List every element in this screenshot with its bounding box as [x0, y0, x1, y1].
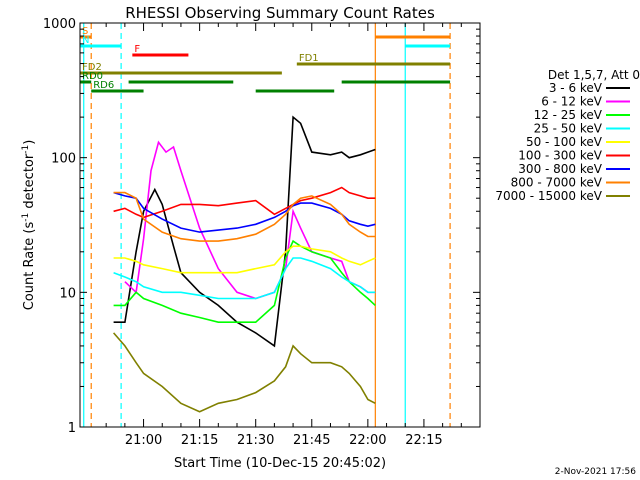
x-tick-label-3: 21:45 — [293, 433, 330, 448]
x-tick-label-4: 22:00 — [349, 433, 386, 448]
y-tick-label-0: 1 — [68, 421, 76, 436]
legend-label-8: 7000 - 15000 keV — [495, 189, 602, 203]
series-line-8 — [112, 332, 376, 413]
legend-label-7: 800 - 7000 keV — [511, 176, 603, 190]
series-line-2 — [113, 239, 376, 324]
y-tick-label-1: 10 — [59, 286, 76, 301]
y-axis-label-mid: detector — [22, 153, 37, 213]
series-line-7 — [113, 191, 376, 242]
legend-label-3: 25 - 50 keV — [534, 122, 603, 136]
x-tick-label-2: 21:30 — [237, 433, 274, 448]
flag-label-s: S — [82, 26, 88, 37]
y-tick-label-3: 1000 — [43, 17, 76, 32]
plot-frame — [79, 22, 481, 428]
series-line-0 — [113, 115, 376, 348]
flag-label-fd2: FD2 — [82, 62, 102, 73]
legend-label-6: 300 - 800 keV — [518, 162, 602, 176]
series-line-1 — [124, 140, 376, 300]
y-axis-label: Count Rate (s-1 detector-1) — [21, 140, 37, 311]
y-axis-label-end: ) — [22, 140, 37, 145]
x-tick-label-0: 21:00 — [125, 433, 162, 448]
x-axis: 21:00 21:15 21:30 21:45 22:00 22:15 — [105, 23, 462, 448]
y-tick-label-2: 100 — [51, 152, 76, 167]
flag-label-f: F — [134, 44, 140, 55]
series-line-4 — [113, 245, 376, 274]
series-line-5 — [113, 186, 376, 219]
x-axis-label: Start Time (10-Dec-15 20:45:02) — [174, 456, 386, 471]
footer-timestamp: 2-Nov-2021 17:56 — [555, 467, 637, 477]
legend-label-0: 3 - 6 keV — [549, 81, 603, 95]
flag-label-rd0: RD0 — [82, 71, 103, 82]
legend-label-4: 50 - 100 keV — [526, 135, 603, 149]
flag-label-fd1: FD1 — [299, 53, 319, 64]
flag-label-n: N — [82, 35, 89, 46]
series-lines — [112, 115, 376, 413]
x-tick-label-1: 21:15 — [181, 433, 218, 448]
y-axis-label-main: Count Rate (s — [22, 222, 37, 311]
y-axis: 1 10 100 1000 — [43, 17, 480, 436]
y-axis-label-sup1: -1 — [21, 213, 31, 222]
legend-label-2: 12 - 25 keV — [534, 108, 603, 122]
legend-title: Det 1,5,7, Att 0 — [548, 68, 640, 82]
legend-label-1: 6 - 12 keV — [541, 95, 603, 109]
chart-title: RHESSI Observing Summary Count Rates — [125, 4, 435, 22]
flag-label-rd6: RD6 — [93, 80, 114, 91]
series-line-3 — [113, 257, 376, 300]
x-tick-label-5: 22:15 — [405, 433, 442, 448]
legend-label-5: 100 - 300 keV — [518, 149, 602, 163]
y-axis-label-sup2: -1 — [21, 145, 31, 154]
series-line-6 — [113, 191, 376, 233]
